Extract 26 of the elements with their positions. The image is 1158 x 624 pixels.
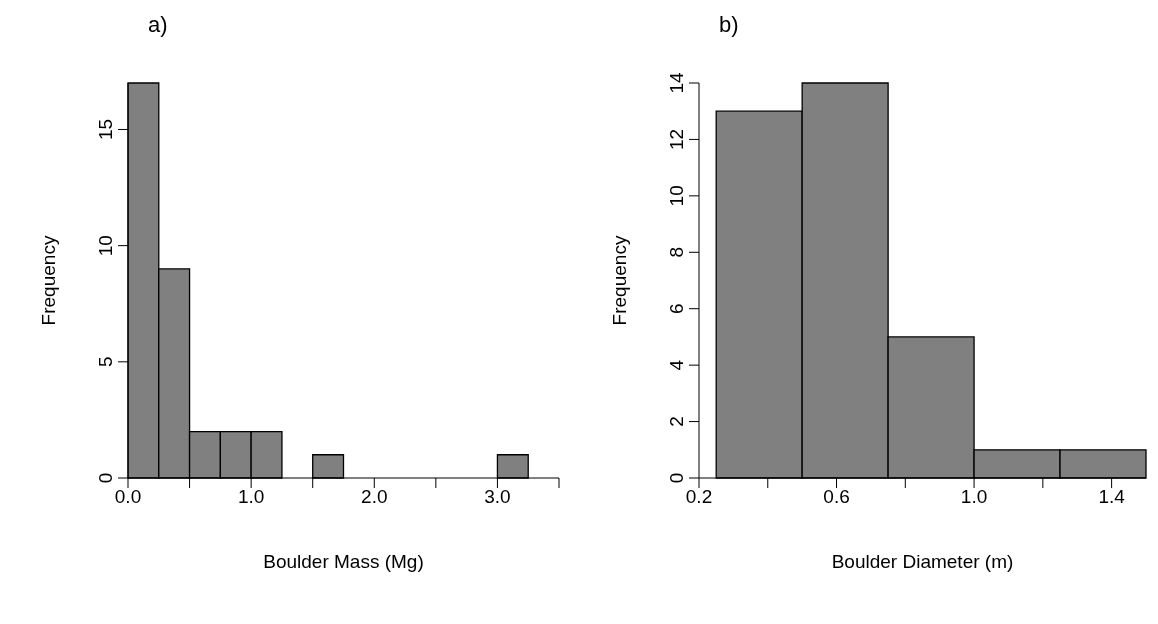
x-tick-label: 1.0 xyxy=(960,486,988,508)
chart-title: b) xyxy=(719,12,739,38)
y-tick-label: 8 xyxy=(666,247,687,258)
y-tick-label: 10 xyxy=(95,235,116,257)
y-tick-label: 2 xyxy=(666,416,687,427)
x-tick-label: 1.0 xyxy=(237,486,265,508)
x-tick-label: 0.0 xyxy=(114,486,142,508)
y-tick-label: 14 xyxy=(666,72,687,94)
y-axis-title: Frequency xyxy=(37,235,59,326)
x-tick-label: 3.0 xyxy=(484,486,511,508)
chart-title: a) xyxy=(148,12,168,38)
y-axis-title: Frequency xyxy=(608,235,630,326)
y-tick-label: 6 xyxy=(666,303,687,314)
y-tick-label: 4 xyxy=(666,359,687,371)
y-tick-label: 12 xyxy=(666,128,687,150)
y-tick-label: 0 xyxy=(95,472,116,484)
y-tick-label: 10 xyxy=(666,185,687,207)
x-tick-label: 2.0 xyxy=(361,486,388,508)
y-tick-label: 0 xyxy=(666,472,687,484)
x-axis-title: Boulder Diameter (m) xyxy=(831,551,1014,572)
x-tick-label: 0.6 xyxy=(823,486,850,508)
y-tick-label: 15 xyxy=(95,118,116,141)
x-tick-label: 0.2 xyxy=(685,486,713,508)
x-tick-label: 1.4 xyxy=(1098,486,1126,508)
y-tick-label: 5 xyxy=(95,356,116,368)
x-axis-title: Boulder Mass (Mg) xyxy=(263,551,424,572)
